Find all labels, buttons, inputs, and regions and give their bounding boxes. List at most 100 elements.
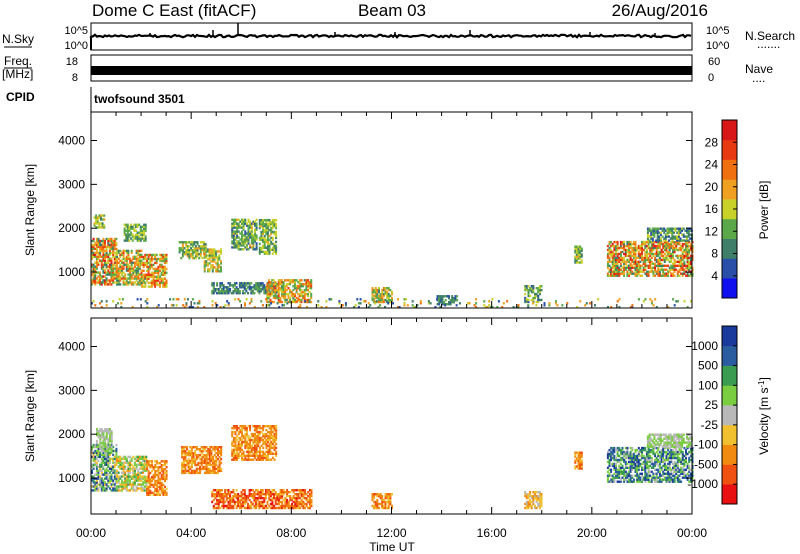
data-cell — [117, 475, 120, 478]
data-cell — [238, 292, 241, 295]
data-cell — [218, 455, 221, 459]
data-cell — [147, 261, 150, 265]
data-cell — [212, 506, 215, 510]
data-cell — [391, 298, 393, 302]
data-cell — [242, 452, 245, 455]
data-cell — [250, 286, 253, 289]
data-cell — [220, 260, 222, 263]
data-cell — [242, 498, 245, 502]
data-cell — [277, 288, 280, 292]
data-cell — [282, 294, 285, 298]
data-cell — [271, 452, 274, 455]
data-cell — [202, 455, 205, 459]
data-cell — [644, 252, 647, 256]
data-cell — [250, 242, 253, 245]
data-cell — [99, 434, 102, 437]
data-cell — [213, 465, 216, 469]
data-cell — [181, 247, 184, 250]
data-cell — [242, 292, 245, 295]
data-cell — [265, 425, 268, 428]
data-cell — [303, 279, 306, 282]
data-cell — [615, 262, 617, 265]
data-cell — [386, 496, 389, 500]
data-cell — [127, 479, 130, 482]
data-cell — [144, 281, 147, 284]
data-cell — [212, 292, 215, 295]
data-cell — [285, 288, 288, 292]
data-cell — [657, 240, 660, 244]
data-cell — [204, 245, 207, 248]
data-cell — [97, 477, 100, 480]
data-cell — [107, 485, 110, 488]
data-cell — [687, 235, 690, 238]
data-cell — [241, 428, 243, 432]
data-cell — [125, 481, 128, 484]
data-cell — [94, 304, 97, 307]
data-cell — [120, 302, 123, 305]
data-cell — [263, 454, 266, 457]
data-cell — [99, 277, 102, 280]
data-cell — [201, 256, 204, 260]
data-cell — [99, 271, 102, 274]
data-cell — [127, 269, 130, 272]
data-cell — [387, 504, 390, 508]
data-cell — [354, 304, 357, 307]
data-cell — [376, 498, 379, 502]
data-cell — [270, 236, 273, 240]
data-cell — [120, 487, 123, 490]
data-cell — [282, 285, 285, 288]
data-cell — [99, 465, 102, 468]
data-cell — [137, 257, 140, 260]
data-cell — [164, 471, 166, 475]
data-cell — [147, 281, 150, 284]
data-cell — [626, 266, 629, 269]
data-cell — [279, 287, 282, 290]
data-cell — [535, 287, 538, 290]
data-cell — [104, 255, 106, 258]
data-cell — [628, 254, 630, 258]
data-cell — [203, 254, 206, 257]
data-cell — [261, 286, 264, 289]
data-cell — [100, 489, 103, 492]
data-cell — [151, 475, 153, 479]
data-cell — [243, 493, 246, 496]
data-cell — [125, 283, 128, 286]
data-cell — [371, 496, 374, 500]
data-cell — [135, 485, 138, 488]
data-cell — [136, 231, 139, 234]
data-cell — [101, 214, 104, 217]
data-cell — [237, 288, 240, 291]
data-cell — [236, 454, 239, 457]
data-cell — [527, 300, 530, 304]
data-cell — [92, 269, 95, 272]
data-cell — [140, 457, 143, 461]
data-cell — [216, 292, 219, 295]
data-cell — [291, 489, 293, 492]
data-cell — [554, 300, 557, 303]
data-cell — [525, 300, 528, 303]
data-cell — [234, 290, 236, 293]
data-cell — [532, 288, 535, 292]
data-cell — [221, 284, 223, 287]
data-cell — [279, 494, 282, 498]
data-cell — [206, 264, 209, 267]
data-cell — [284, 502, 287, 506]
data-cell — [239, 438, 242, 442]
data-cell — [554, 302, 557, 305]
data-cell — [155, 269, 158, 272]
data-cell — [116, 473, 118, 476]
data-cell — [286, 500, 289, 504]
data-cell — [104, 481, 106, 484]
data-cell — [299, 493, 302, 496]
data-cell — [137, 253, 140, 256]
data-cell — [608, 240, 611, 244]
data-cell — [130, 261, 133, 264]
data-cell — [110, 283, 113, 286]
data-cell — [658, 237, 661, 240]
data-cell — [616, 300, 619, 303]
data-cell — [273, 438, 276, 442]
data-cell — [97, 436, 100, 439]
data-cell — [584, 304, 587, 307]
data-cell — [218, 465, 221, 469]
data-cell — [284, 290, 287, 294]
